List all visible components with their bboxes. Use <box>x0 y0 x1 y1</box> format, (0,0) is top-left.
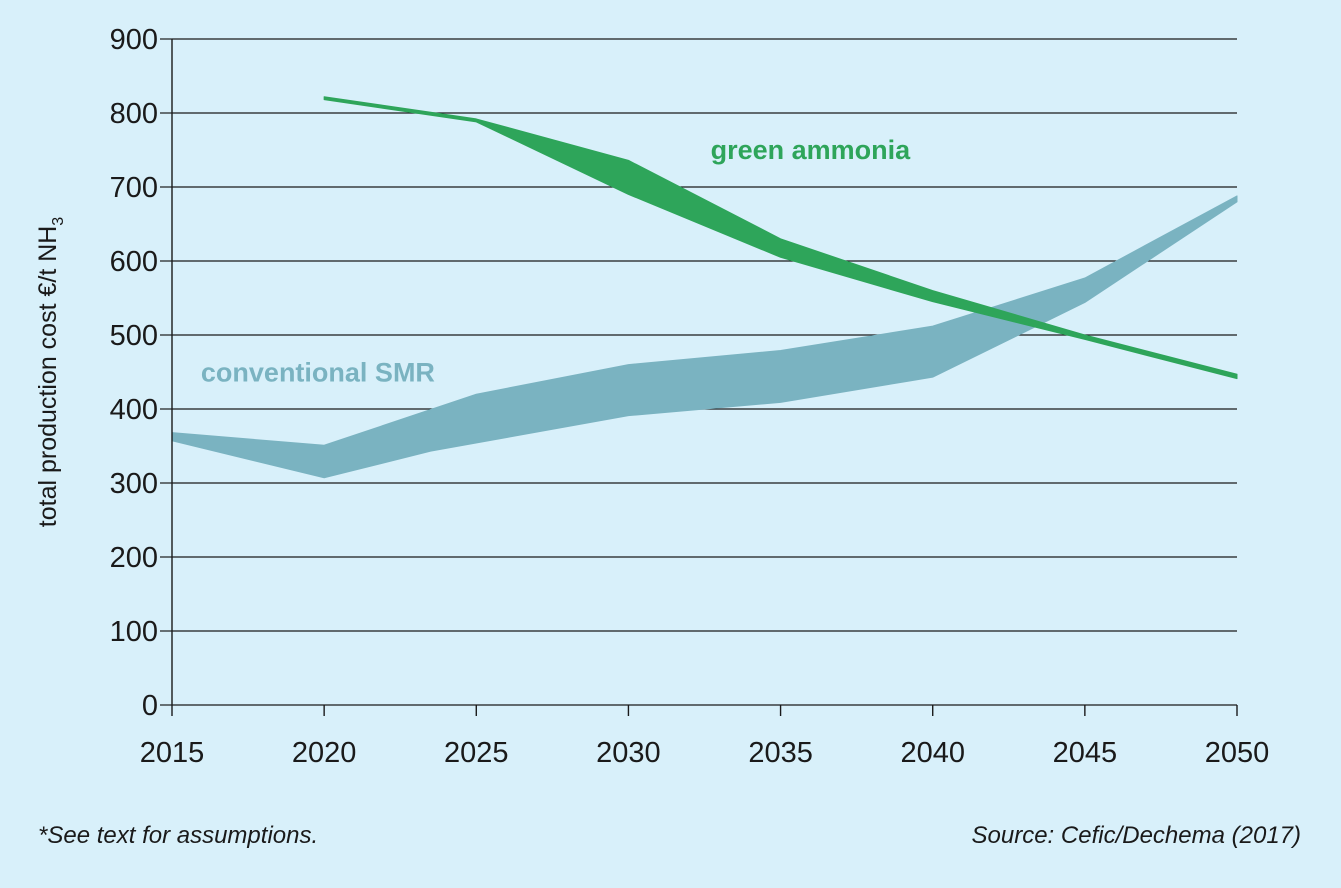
label-layer: total production cost €/t NH3 <box>34 217 67 528</box>
series-label-green-ammonia: green ammonia <box>711 135 912 165</box>
x-tick-label-2030: 2030 <box>596 737 661 769</box>
y-tick-label-500: 500 <box>110 320 158 352</box>
series-label-conventional-smr: conventional SMR <box>201 358 435 388</box>
y-tick-label-0: 0 <box>142 690 158 722</box>
series-band-conventional-smr <box>171 195 1238 479</box>
y-axis-title-main: total production cost €/t NH <box>34 226 62 528</box>
footnote-source: Source: Cefic/Dechema (2017) <box>971 822 1301 849</box>
y-tick-label-200: 200 <box>110 542 158 574</box>
y-tick-label-100: 100 <box>110 616 158 648</box>
y-tick-label-600: 600 <box>110 246 158 278</box>
y-tick-label-300: 300 <box>110 468 158 500</box>
x-tick-label-2045: 2045 <box>1053 737 1118 769</box>
x-tick-label-2035: 2035 <box>748 737 813 769</box>
x-tick-label-2025: 2025 <box>444 737 509 769</box>
y-tick-label-400: 400 <box>110 394 158 426</box>
axis-layer: 0 100 200 300 400 500 600 700 800 900 2015 2020 2025… <box>110 24 1270 769</box>
x-tick-label-2015: 2015 <box>140 737 205 769</box>
series-band-green-ammonia <box>323 96 1238 380</box>
y-tick-label-700: 700 <box>110 172 158 204</box>
x-tick-label-2040: 2040 <box>900 737 965 769</box>
y-axis-title-subscript: 3 <box>50 217 67 226</box>
series-layer: conventional SMR green ammonia <box>171 96 1238 479</box>
y-tick-label-900: 900 <box>110 24 158 56</box>
x-tick-label-2020: 2020 <box>292 737 357 769</box>
footnote-assumptions: *See text for assumptions. <box>38 822 319 849</box>
x-tick-label-2050: 2050 <box>1205 737 1270 769</box>
y-tick-label-800: 800 <box>110 98 158 130</box>
y-axis-title: total production cost €/t NH3 <box>34 217 67 528</box>
